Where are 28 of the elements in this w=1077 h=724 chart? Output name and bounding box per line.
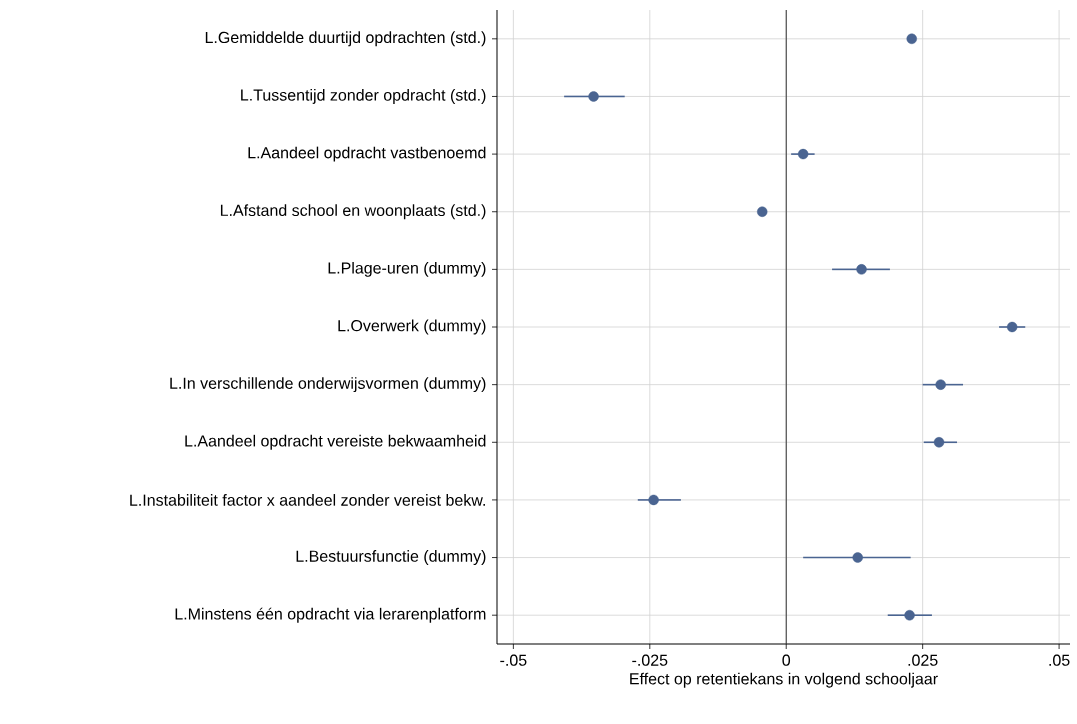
y-tick-label: L.Aandeel opdracht vereiste bekwaamheid bbox=[185, 434, 486, 450]
y-tick-label: L.Overwerk (dummy) bbox=[338, 319, 486, 335]
point bbox=[933, 437, 945, 448]
y-tick-label: L.Gemiddelde duurtijd opdrachten (std.) bbox=[205, 31, 486, 47]
y-tick-label: L.Bestuursfunctie (dummy) bbox=[296, 550, 486, 566]
y-tick-label: L.Instabiliteit factor x aandeel zonder vereist bekw. bbox=[130, 494, 485, 506]
point bbox=[856, 264, 867, 275]
point bbox=[1006, 321, 1018, 333]
x-tick-label: 0 bbox=[782, 654, 791, 666]
y-tick-label: L.Afstand school en woonplaats (std.) bbox=[220, 204, 486, 220]
x-tick-label: .025 bbox=[908, 654, 938, 666]
point bbox=[906, 33, 917, 45]
point bbox=[648, 494, 659, 506]
y-tick-label: L.Minstens één opdracht via lerarenplatform bbox=[175, 607, 486, 623]
y-tick-label: L.Aandeel opdracht vastbenoemd bbox=[248, 146, 486, 162]
point bbox=[852, 552, 863, 563]
y-tick-label: L.Plage-uren (dummy) bbox=[328, 261, 486, 277]
point bbox=[904, 609, 915, 621]
point bbox=[935, 379, 946, 390]
x-tick-label: -.05 bbox=[500, 654, 527, 666]
point bbox=[757, 206, 768, 217]
point bbox=[797, 148, 809, 160]
x-tick-label: .05 bbox=[1049, 654, 1070, 666]
y-tick-label: L.Tussentijd zonder opdracht (std.) bbox=[241, 89, 486, 104]
x-tick-label: -.025 bbox=[632, 654, 668, 666]
y-tick-label: L.In verschillende onderwijsvormen (dummy) bbox=[170, 377, 486, 393]
point bbox=[588, 91, 599, 102]
x-axis-title: Effect op retentiekans in volgend schooljaar bbox=[630, 672, 938, 688]
